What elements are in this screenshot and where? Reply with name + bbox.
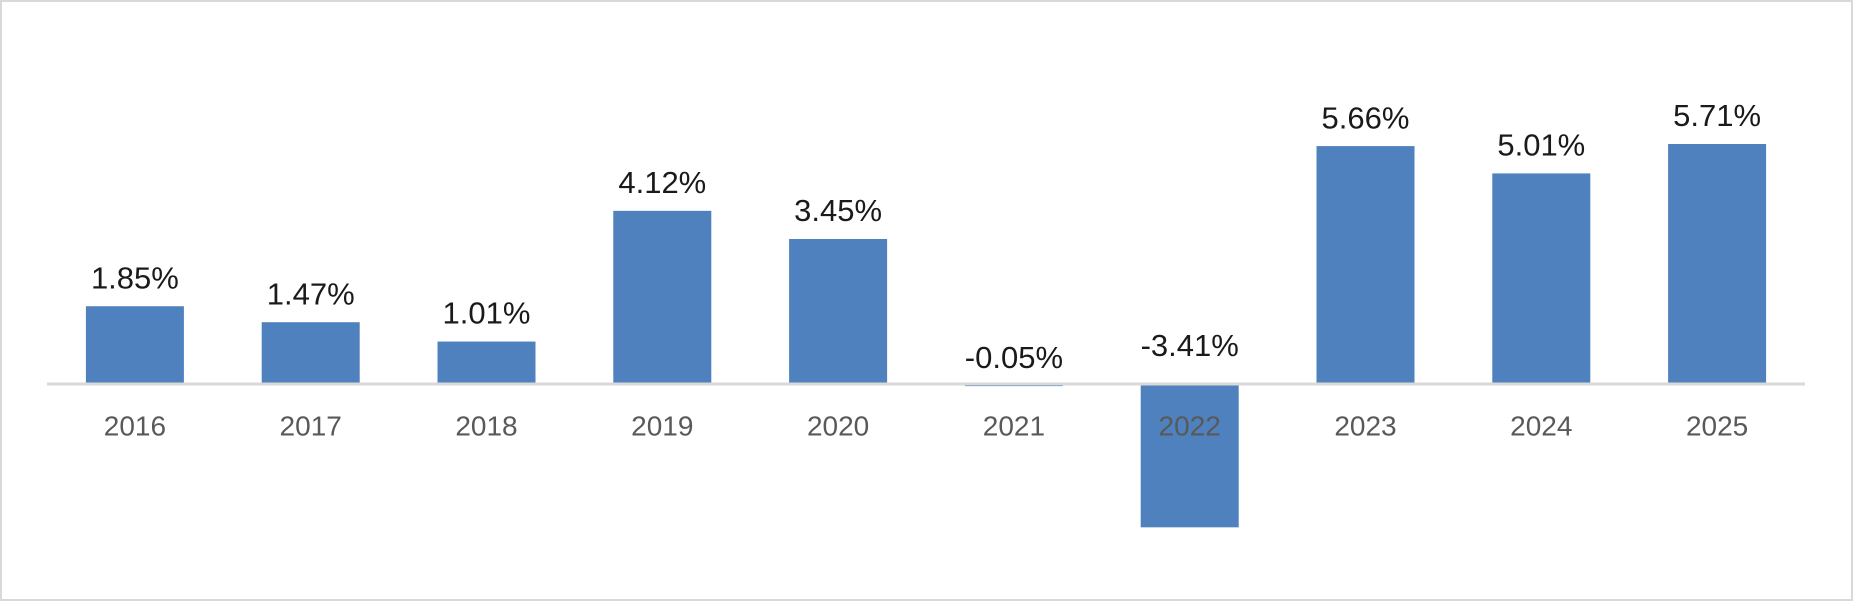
bar (613, 210, 712, 384)
x-tick-label: 2018 (455, 410, 517, 441)
x-tick-label: 2021 (983, 410, 1045, 441)
bar (1668, 144, 1767, 384)
data-label: 5.01% (1497, 128, 1585, 163)
data-label: 3.45% (794, 193, 882, 228)
x-tick-label: 2017 (280, 410, 342, 441)
data-label: 4.12% (618, 165, 706, 200)
data-label: -3.41% (1141, 328, 1239, 363)
bar (437, 341, 536, 384)
bar (1316, 146, 1415, 384)
x-tick-label: 2016 (104, 410, 166, 441)
x-tick-label: 2022 (1159, 410, 1221, 441)
data-label: 5.66% (1322, 100, 1410, 135)
x-tick-label: 2024 (1510, 410, 1572, 441)
bar (789, 238, 888, 384)
data-label: 1.47% (267, 276, 355, 311)
x-tick-label: 2025 (1686, 410, 1748, 441)
bar (85, 306, 184, 384)
x-tick-label: 2020 (807, 410, 869, 441)
bar (1492, 173, 1591, 384)
data-label: -0.05% (965, 340, 1063, 375)
x-tick-label: 2019 (631, 410, 693, 441)
x-tick-label: 2023 (1334, 410, 1396, 441)
data-label: 1.85% (91, 260, 179, 295)
bar (261, 322, 360, 384)
data-label: 5.71% (1673, 98, 1761, 133)
bar (1140, 384, 1239, 528)
data-label: 1.01% (443, 296, 531, 331)
